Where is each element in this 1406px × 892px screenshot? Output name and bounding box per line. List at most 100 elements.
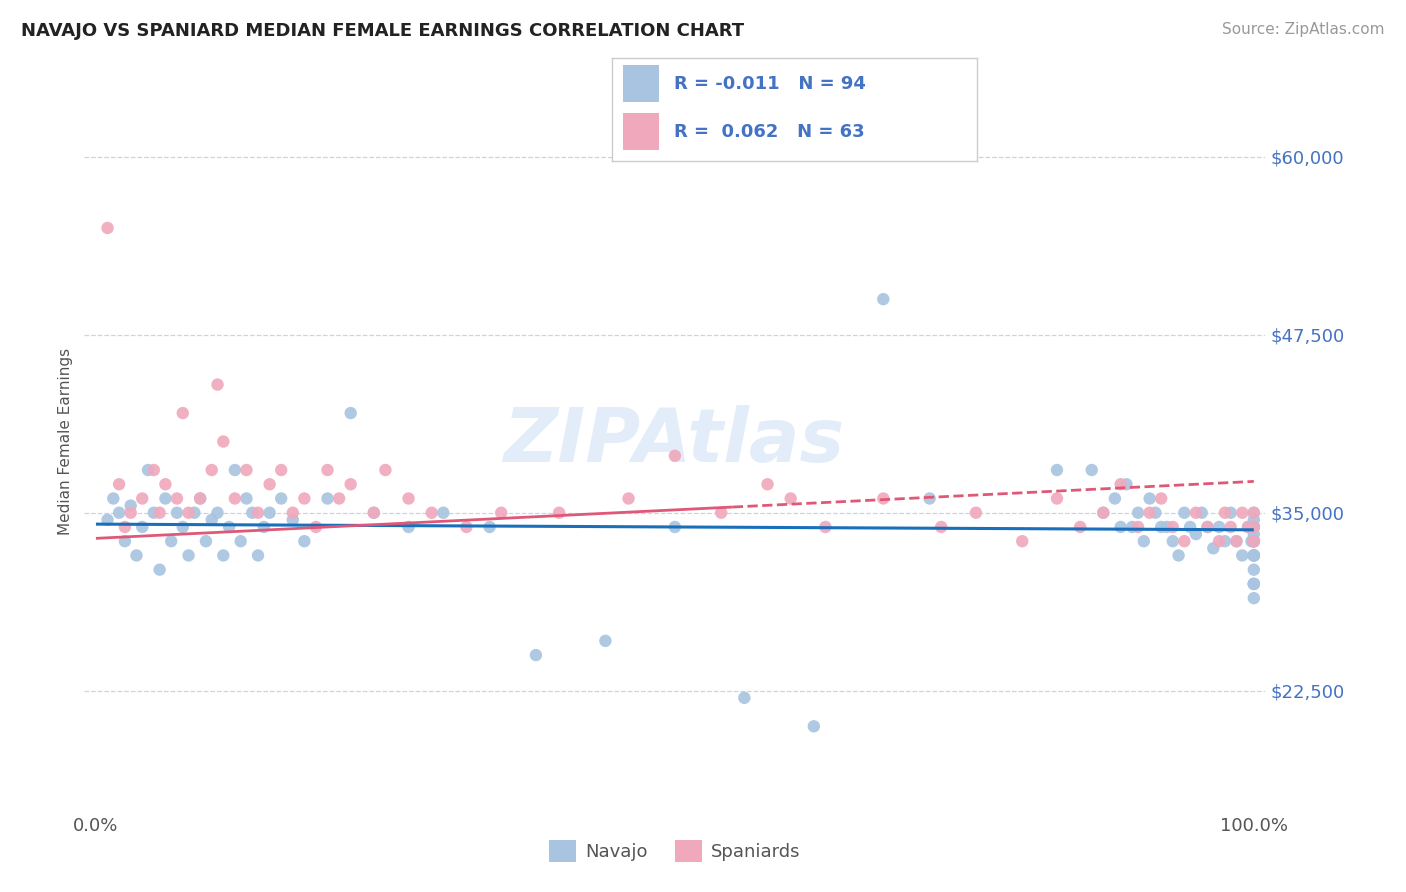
- Point: [398, 491, 420, 506]
- Point: [1080, 463, 1102, 477]
- Point: [188, 491, 211, 506]
- Point: [201, 513, 224, 527]
- Point: [188, 491, 211, 506]
- Point: [1243, 549, 1265, 563]
- Point: [172, 520, 194, 534]
- Point: [1237, 520, 1260, 534]
- Point: [114, 520, 136, 534]
- Point: [1243, 549, 1265, 563]
- Point: [108, 477, 131, 491]
- Point: [328, 491, 350, 506]
- Point: [1133, 534, 1156, 549]
- Point: [548, 506, 571, 520]
- Bar: [623, 65, 659, 102]
- Point: [207, 506, 229, 520]
- Point: [270, 463, 292, 477]
- Point: [149, 506, 172, 520]
- Point: [224, 491, 246, 506]
- Point: [1243, 520, 1265, 534]
- Point: [339, 477, 361, 491]
- Point: [177, 549, 200, 563]
- Point: [1243, 549, 1265, 563]
- Point: [155, 491, 177, 506]
- Point: [1243, 527, 1265, 541]
- Point: [733, 690, 755, 705]
- Point: [1150, 520, 1173, 534]
- Point: [120, 506, 142, 520]
- Point: [305, 520, 328, 534]
- Point: [1202, 541, 1225, 556]
- Point: [1109, 477, 1132, 491]
- Point: [1191, 506, 1213, 520]
- Point: [292, 491, 315, 506]
- Point: [1232, 549, 1254, 563]
- Point: [1243, 534, 1265, 549]
- Point: [120, 499, 142, 513]
- Point: [142, 506, 165, 520]
- Point: [1115, 477, 1137, 491]
- Point: [1225, 534, 1247, 549]
- Point: [160, 534, 183, 549]
- Point: [965, 506, 987, 520]
- Point: [1243, 577, 1265, 591]
- Point: [149, 563, 172, 577]
- Point: [1243, 534, 1265, 549]
- Point: [1178, 520, 1201, 534]
- Point: [172, 406, 194, 420]
- Point: [595, 633, 617, 648]
- Point: [316, 491, 339, 506]
- Point: [1126, 520, 1149, 534]
- Point: [1219, 506, 1241, 520]
- Point: [201, 463, 224, 477]
- Point: [131, 491, 153, 506]
- Point: [398, 520, 420, 534]
- Point: [177, 506, 200, 520]
- Point: [212, 434, 235, 449]
- Point: [710, 506, 733, 520]
- Point: [1243, 520, 1265, 534]
- Point: [218, 520, 240, 534]
- Text: Source: ZipAtlas.com: Source: ZipAtlas.com: [1222, 22, 1385, 37]
- Point: [1197, 520, 1219, 534]
- Point: [131, 520, 153, 534]
- Point: [803, 719, 825, 733]
- Point: [1208, 534, 1230, 549]
- Point: [259, 506, 281, 520]
- Point: [1243, 577, 1265, 591]
- Point: [142, 463, 165, 477]
- Point: [1139, 491, 1161, 506]
- Point: [374, 463, 396, 477]
- Text: R = -0.011   N = 94: R = -0.011 N = 94: [673, 75, 866, 93]
- Point: [363, 506, 385, 520]
- Point: [1173, 534, 1195, 549]
- Point: [1243, 534, 1265, 549]
- Point: [664, 520, 686, 534]
- Point: [270, 491, 292, 506]
- Point: [872, 292, 894, 306]
- Point: [1213, 534, 1236, 549]
- Point: [1243, 577, 1265, 591]
- Point: [1069, 520, 1091, 534]
- Point: [1139, 506, 1161, 520]
- Point: [1150, 491, 1173, 506]
- Point: [253, 520, 276, 534]
- Point: [1243, 534, 1265, 549]
- Point: [1104, 491, 1126, 506]
- Point: [1185, 506, 1208, 520]
- Point: [281, 506, 304, 520]
- Point: [1240, 534, 1263, 549]
- Point: [1243, 520, 1265, 534]
- Point: [183, 506, 205, 520]
- Point: [155, 477, 177, 491]
- Point: [316, 463, 339, 477]
- Point: [1173, 506, 1195, 520]
- Point: [247, 549, 270, 563]
- Point: [1243, 534, 1265, 549]
- Point: [420, 506, 443, 520]
- Point: [247, 506, 270, 520]
- Point: [1237, 520, 1260, 534]
- Point: [1092, 506, 1115, 520]
- Point: [1243, 513, 1265, 527]
- Point: [240, 506, 263, 520]
- Point: [1243, 549, 1265, 563]
